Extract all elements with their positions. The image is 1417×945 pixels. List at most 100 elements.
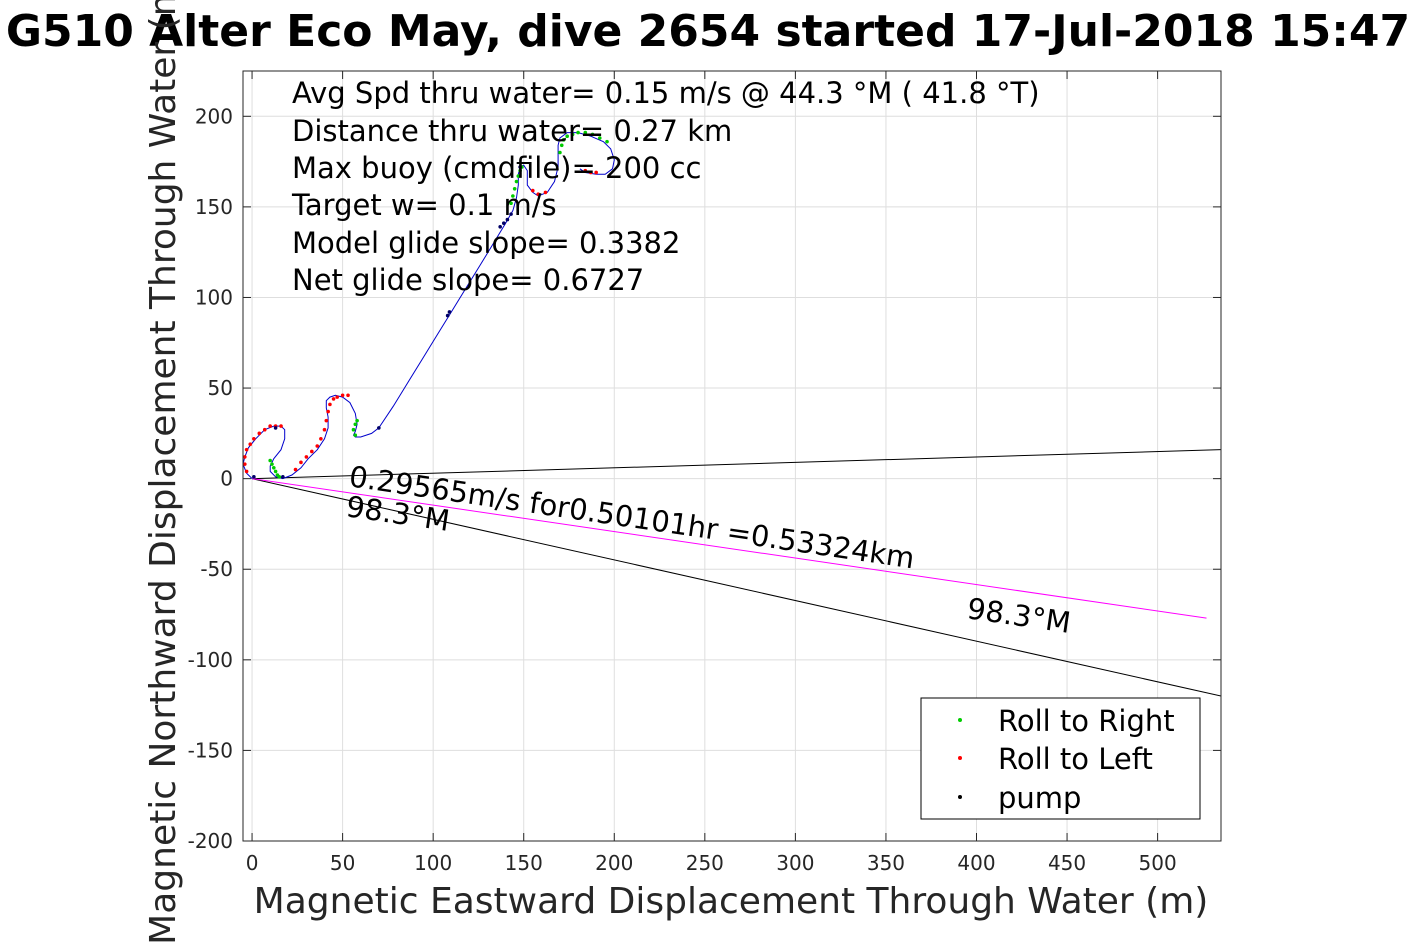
roll-left-point bbox=[248, 442, 253, 447]
roll-left-point bbox=[310, 449, 314, 454]
plot-area bbox=[243, 130, 1221, 697]
x-tick-label: 150 bbox=[505, 851, 543, 875]
roll-left-point bbox=[243, 455, 247, 459]
stats-distance: Distance thru water= 0.27 km bbox=[292, 114, 732, 148]
reference-line-1 bbox=[251, 478, 1221, 697]
pump-point bbox=[447, 310, 452, 314]
roll-right-point bbox=[518, 168, 522, 173]
roll-right-point bbox=[559, 143, 564, 148]
roll-right-point bbox=[561, 138, 566, 142]
roll-right-point bbox=[597, 136, 602, 140]
legend-marker-roll-right bbox=[958, 718, 962, 722]
legend-box bbox=[920, 697, 1201, 820]
pump-point bbox=[377, 426, 381, 430]
roll-right-point bbox=[270, 462, 274, 466]
roll-left-point bbox=[340, 393, 345, 398]
y-tick-label: -50 bbox=[200, 557, 233, 581]
roll-left-point bbox=[304, 455, 309, 459]
roll-right-point bbox=[271, 465, 276, 470]
y-tick-label: -100 bbox=[188, 648, 233, 672]
stats-text-block: Avg Spd thru water= 0.15 m/s @ 44.3 °M (… bbox=[291, 76, 1040, 297]
roll-left-point bbox=[315, 444, 320, 448]
roll-left-point bbox=[244, 469, 249, 474]
roll-right-point bbox=[353, 422, 358, 427]
roll-left-point bbox=[588, 170, 593, 175]
roll-left-point bbox=[530, 188, 535, 193]
roll-right-point bbox=[509, 201, 513, 206]
roll-right-point bbox=[512, 186, 517, 191]
roll-right-point bbox=[565, 134, 569, 139]
pump-point bbox=[509, 212, 513, 216]
pump-point bbox=[445, 313, 450, 318]
pump-point bbox=[505, 217, 510, 222]
reference-line-0 bbox=[252, 449, 1221, 480]
roll-left-point bbox=[244, 447, 249, 452]
y-tick-label: 50 bbox=[208, 376, 233, 400]
roll-left-point bbox=[279, 424, 283, 428]
stats-avg-speed: Avg Spd thru water= 0.15 m/s @ 44.3 °M (… bbox=[292, 76, 1040, 110]
pump-point bbox=[273, 426, 278, 430]
x-tick-label: 500 bbox=[1139, 851, 1177, 875]
heading-annotation-right: 98.3°M bbox=[965, 591, 1073, 640]
roll-left-point bbox=[594, 170, 598, 175]
roll-left-point bbox=[324, 418, 329, 423]
roll-left-point bbox=[583, 168, 588, 173]
roll-right-point bbox=[351, 427, 356, 432]
axis-ticks: 0 50 100 150 200 250 300 350 400 450 500-200-150-1… bbox=[188, 71, 1221, 875]
legend-marker-roll-left bbox=[958, 756, 962, 760]
y-tick-label: -200 bbox=[188, 829, 233, 853]
pump-point bbox=[518, 165, 522, 169]
x-tick-label: 400 bbox=[957, 851, 995, 875]
y-axis-label: Magnetic Northward Displacement Through … bbox=[143, 0, 184, 945]
roll-left-point bbox=[326, 409, 330, 414]
x-tick-label: 200 bbox=[595, 851, 633, 875]
roll-left-point bbox=[322, 427, 327, 432]
roll-right-point bbox=[605, 139, 609, 144]
roll-right-point bbox=[511, 194, 515, 198]
pump-point bbox=[502, 221, 506, 225]
roll-right-point bbox=[516, 174, 521, 178]
stats-net-glide-slope: Net glide slope= 0.6727 bbox=[292, 263, 644, 297]
legend-marker-pump bbox=[958, 795, 962, 799]
roll-left-point bbox=[331, 397, 336, 401]
roll-left-point bbox=[262, 427, 267, 432]
stats-model-glide-slope: Model glide slope= 0.3382 bbox=[292, 226, 680, 260]
roll-left-point bbox=[335, 395, 339, 399]
legend-label-roll-left: Roll to Left bbox=[998, 742, 1153, 776]
reference-line-2 bbox=[251, 478, 1207, 619]
roll-right-point bbox=[273, 469, 278, 474]
roll-left-point bbox=[243, 462, 247, 466]
roll-left-point bbox=[543, 190, 548, 195]
x-tick-label: 0 bbox=[246, 851, 259, 875]
roll-right-point bbox=[514, 179, 519, 184]
chart-title: G510 Alter Eco May, dive 2654 started 17… bbox=[6, 6, 1410, 57]
y-tick-label: -150 bbox=[188, 738, 233, 762]
roll-left-point bbox=[252, 436, 256, 441]
roll-left-point bbox=[319, 436, 323, 441]
roll-left-point bbox=[536, 192, 541, 196]
y-tick-label: 100 bbox=[195, 285, 233, 309]
stats-target-w: Target w= 0.1 m/s bbox=[291, 188, 557, 222]
roll-right-point bbox=[355, 418, 359, 423]
roll-right-point bbox=[558, 150, 562, 155]
roll-right-point bbox=[353, 433, 358, 437]
roll-right-point bbox=[570, 132, 575, 137]
x-tick-label: 250 bbox=[686, 851, 724, 875]
y-tick-label: 200 bbox=[195, 104, 233, 128]
x-tick-label: 450 bbox=[1048, 851, 1086, 875]
legend-label-roll-right: Roll to Right bbox=[998, 704, 1175, 738]
stats-max-buoy: Max buoy (cmdfile)= 200 cc bbox=[292, 151, 701, 185]
x-tick-label: 50 bbox=[330, 851, 355, 875]
x-axis-label: Magnetic Eastward Displacement Through W… bbox=[254, 881, 1209, 922]
roll-right-point bbox=[268, 458, 272, 463]
roll-left-point bbox=[268, 424, 272, 428]
y-tick-label: 0 bbox=[220, 467, 233, 491]
pump-point bbox=[252, 475, 256, 479]
roll-right-point bbox=[576, 130, 580, 135]
legend-label-pump: pump bbox=[998, 781, 1081, 815]
roll-right-point bbox=[583, 130, 588, 135]
x-tick-label: 100 bbox=[414, 851, 452, 875]
x-tick-label: 350 bbox=[867, 851, 905, 875]
roll-left-point bbox=[299, 460, 303, 465]
